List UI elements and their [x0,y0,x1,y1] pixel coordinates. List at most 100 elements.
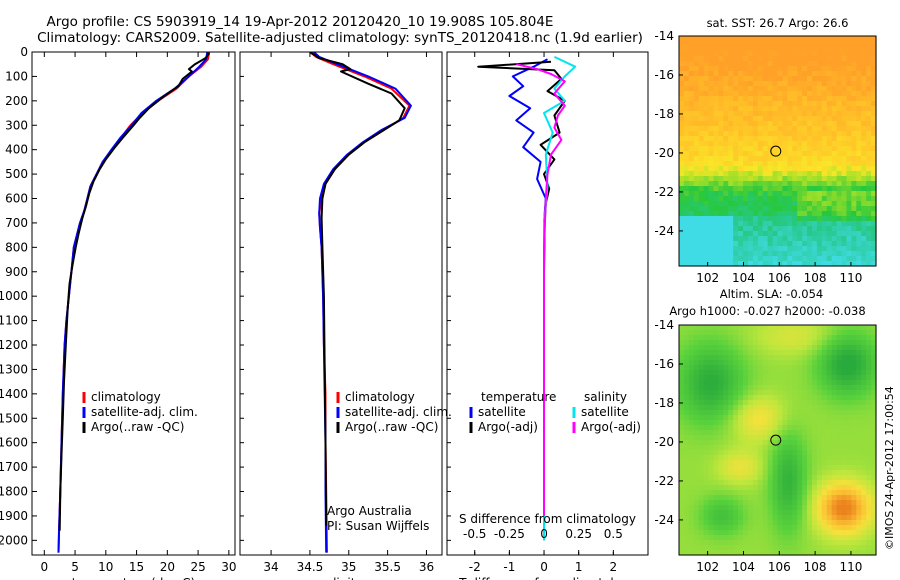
heatmap-cell [738,231,744,237]
heatmap-cell [826,335,833,341]
heatmap-cell [851,81,857,87]
heatmap-cell [856,141,862,147]
heatmap-cell [683,330,690,336]
heatmap-cell [861,395,867,401]
heatmap-cell [762,515,769,521]
heatmap-cell [861,350,867,356]
heatmap-cell [802,420,808,426]
heatmap-cell [693,335,700,341]
heatmap-cell [767,525,774,531]
heatmap-cell [871,116,877,122]
heatmap-cell [693,500,700,506]
heatmap-cell [767,450,774,456]
heatmap-cell [703,196,710,202]
figure-title-line2: Climatology: CARS2009. Satellite-adjuste… [37,30,643,46]
heatmap-cell [787,156,793,162]
heatmap-cell [802,475,808,481]
heatmap-cell [762,390,769,396]
heatmap-cell [802,141,808,147]
heatmap-cell [811,206,818,212]
heatmap-cell [698,216,705,222]
heatmap-cell [718,251,724,257]
heatmap-cell [866,71,872,77]
heatmap-cell [851,156,857,162]
heatmap-cell [866,535,872,541]
heatmap-cell [792,380,798,386]
heatmap-cell [762,545,769,551]
heatmap-cell [856,440,862,446]
heatmap-cell [747,36,754,42]
heatmap-cell [777,455,784,461]
heatmap-cell [866,136,872,142]
heatmap-cell [831,191,838,197]
heatmap-cell [787,211,793,217]
heatmap-cell [718,425,724,431]
heatmap-cell [718,365,724,371]
heatmap-cell [767,545,774,551]
heatmap-cell [772,455,779,461]
heatmap-cell [836,141,843,147]
heatmap-cell [831,261,838,267]
heatmap-cell [723,480,729,486]
heatmap-cell [693,101,700,107]
heatmap-cell [841,490,848,496]
heatmap-cell [841,66,848,72]
heatmap-cell [679,550,685,556]
heatmap-cell [816,221,823,227]
heatmap-cell [841,345,848,351]
heatmap-cell [708,196,715,202]
heatmap-cell [787,136,793,142]
heatmap-cell [772,480,779,486]
heatmap-cell [777,61,784,67]
series-line-argo-raw-qc- [309,52,406,526]
heatmap-cell [797,111,803,117]
heatmap-cell [777,395,784,401]
heatmap-cell [811,425,818,431]
heatmap-cell [683,96,690,102]
heatmap-cell [821,420,828,426]
heatmap-cell [767,405,774,411]
heatmap-cell [861,96,867,102]
heatmap-cell [861,46,867,52]
heatmap-cell [698,151,705,157]
heatmap-cell [693,126,700,132]
heatmap-cell [757,395,764,401]
heatmap-cell [787,236,793,242]
heatmap-cell [718,390,724,396]
heatmap-cell [851,375,857,381]
heatmap-cell [777,515,784,521]
heatmap-cell [713,141,719,147]
heatmap-cell [747,156,754,162]
heatmap-cell [688,355,695,361]
heatmap-cell [757,181,764,187]
heatmap-cell [782,520,788,526]
heatmap-cell [718,545,724,551]
heatmap-cell [757,330,764,336]
heatmap-cell [713,465,719,471]
heatmap-cell [679,131,685,137]
heatmap-cell [728,211,734,217]
heatmap-cell [807,485,813,491]
heatmap-cell [861,251,867,257]
heatmap-cell [752,96,759,102]
heatmap-cell [797,86,803,92]
heatmap-cell [747,475,754,481]
heatmap-cell [772,191,779,197]
heatmap-cell [767,370,774,376]
heatmap-cell [856,485,862,491]
heatmap-cell [802,86,808,92]
heatmap-cell [866,236,872,242]
heatmap-cell [787,350,793,356]
heatmap-cell [816,525,823,531]
heatmap-cell [723,246,729,252]
heatmap-cell [816,226,823,232]
heatmap-cell [851,241,857,247]
heatmap-cell [679,201,685,207]
heatmap-cell [807,161,813,167]
heatmap-cell [846,251,852,257]
heatmap-cell [856,246,862,252]
heatmap-cell [738,335,744,341]
heatmap-cell [738,495,744,501]
heatmap-cell [718,216,724,222]
